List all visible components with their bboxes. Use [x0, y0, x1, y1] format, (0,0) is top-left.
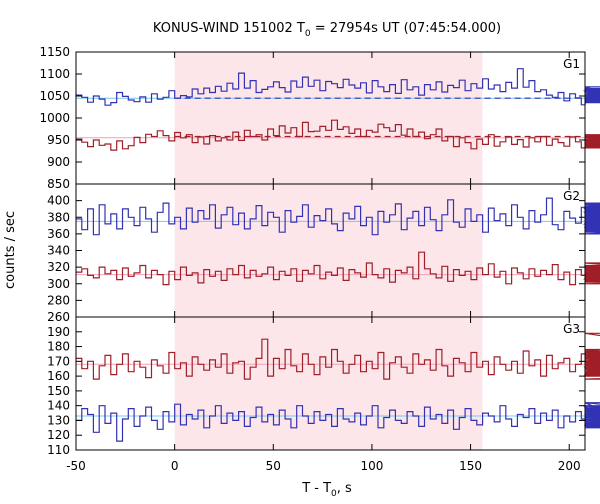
y-tick-label: 340	[47, 244, 70, 258]
y-tick-label: 1150	[39, 45, 70, 59]
panel-label-g2: G2	[563, 189, 580, 203]
y-tick-label: 190	[47, 325, 70, 339]
y-tick-label: 280	[47, 293, 70, 307]
shaded-interval	[174, 52, 483, 450]
y-tick-label: 1000	[39, 111, 70, 125]
x-tick-label: 0	[171, 459, 179, 473]
y-tick-label: 360	[47, 227, 70, 241]
y-tick-label: 120	[47, 428, 70, 442]
y-tick-label: 400	[47, 194, 70, 208]
plot-layer: 8509009501000105011001150G12602803003203…	[39, 45, 600, 473]
x-tick-label: 150	[459, 459, 482, 473]
y-tick-label: 150	[47, 384, 70, 398]
panel-frame-g3	[75, 316, 586, 451]
y-tick-label: 900	[47, 155, 70, 169]
chart-title: KONUS-WIND 151002 T0 = 27954s UT (07:45:…	[153, 21, 501, 39]
light-curve-g2-red	[76, 251, 600, 286]
y-tick-label: 110	[47, 443, 70, 457]
x-tick-label: 50	[266, 459, 281, 473]
y-tick-label: 1050	[39, 89, 70, 103]
y-tick-label: 850	[47, 177, 70, 191]
light-curve-g1-red	[76, 119, 600, 151]
light-curve-g1-blue	[76, 68, 600, 106]
y-tick-label: 260	[47, 310, 70, 324]
light-curve-g3-blue	[76, 402, 600, 442]
x-axis-label: T - T0, s	[301, 481, 352, 499]
panel-label-g3: G3	[563, 322, 580, 336]
y-tick-label: 130	[47, 413, 70, 427]
y-tick-label: 380	[47, 210, 70, 224]
y-tick-label: 170	[47, 354, 70, 368]
y-tick-label: 180	[47, 340, 70, 354]
y-tick-label: 320	[47, 260, 70, 274]
light-curve-g3-red	[76, 332, 600, 380]
panel-label-g1: G1	[563, 57, 580, 71]
y-tick-label: 300	[47, 277, 70, 291]
x-tick-label: -50	[66, 459, 86, 473]
y-tick-label: 1100	[39, 67, 70, 81]
y-tick-label: 160	[47, 369, 70, 383]
y-tick-label: 950	[47, 133, 70, 147]
x-tick-label: 100	[360, 459, 383, 473]
y-tick-label: 140	[47, 399, 70, 413]
light-curve-g2-blue	[76, 197, 600, 236]
x-tick-label: 200	[558, 459, 581, 473]
y-axis-label: counts / sec	[3, 211, 18, 289]
